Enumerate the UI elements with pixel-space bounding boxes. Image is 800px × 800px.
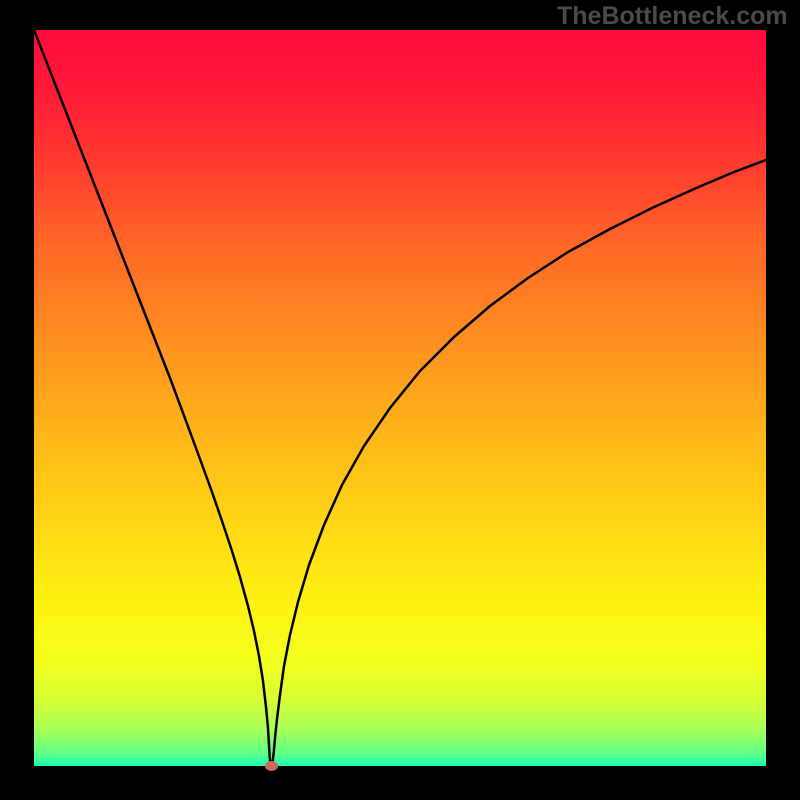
stage: TheBottleneck.com: [0, 0, 800, 800]
optimum-marker: [265, 761, 278, 771]
plot-area: [34, 30, 766, 766]
bottleneck-curve: [34, 30, 766, 766]
watermark-label: TheBottleneck.com: [557, 2, 788, 31]
